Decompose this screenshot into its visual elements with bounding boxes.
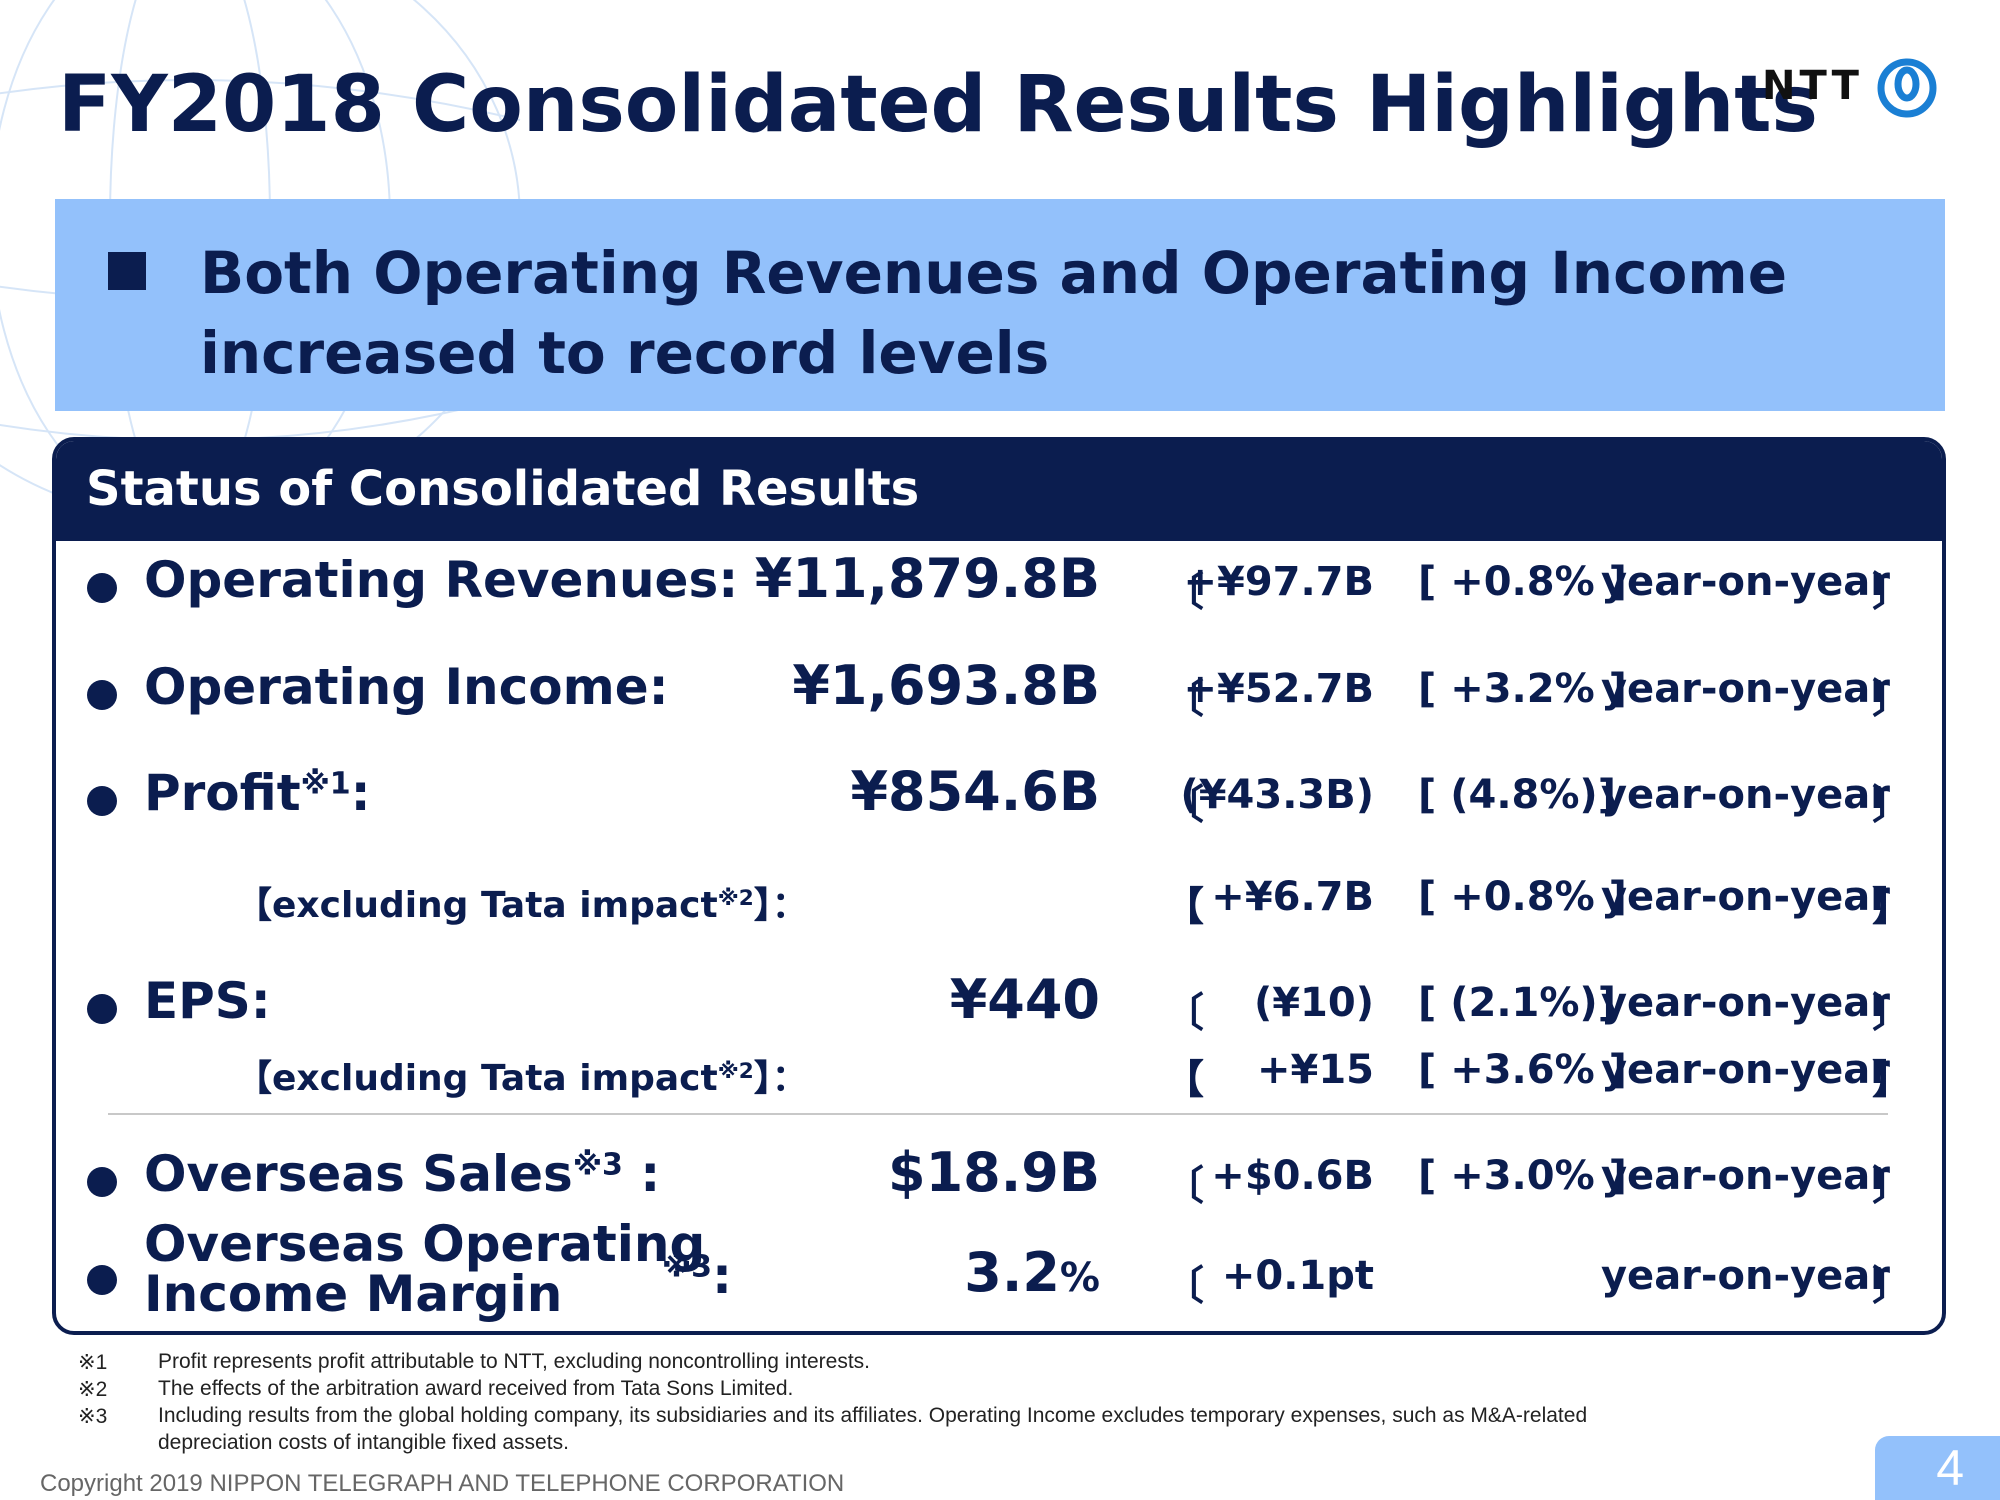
row-yoy: year-on-year: [1600, 1153, 1890, 1199]
row-yoy: year-on-year: [1600, 1253, 1890, 1299]
result-row-overseas-operating-income-margin: Overseas Operating Income Margin ※3: 3.2%…: [56, 1215, 1942, 1323]
result-row-eps-excluding-tata: 【excluding Tata impact※2】： 【 +¥15 [ +3.6…: [56, 1039, 1942, 1109]
logo-text: NTT: [1762, 63, 1863, 109]
footnote: depreciation costs of intangible fixed a…: [158, 1431, 569, 1454]
footnote-mark: ※2: [717, 886, 754, 912]
footnotes: ※1 Profit represents profit attributable …: [78, 1350, 1778, 1458]
row-yoy: year-on-year: [1600, 772, 1890, 818]
row-value: ¥440: [949, 968, 1100, 1031]
banner-text: Both Operating Revenues and Operating In…: [200, 239, 1788, 387]
row-change: (¥43.3B): [1180, 772, 1374, 818]
page-title: FY2018 Consolidated Results Highlights: [58, 60, 1818, 150]
row-label: Overseas Sales※3 :: [144, 1145, 661, 1203]
ntt-logo-mark-icon: [1877, 58, 1937, 118]
banner-square-bullet: [108, 252, 146, 290]
bullet: [87, 786, 117, 816]
result-row-profit-excluding-tata: 【excluding Tata impact※2】： 【 +¥6.7B [ +0…: [56, 866, 1942, 936]
row-percent: [ +0.8% ]: [1418, 559, 1627, 605]
footnote: ※2 The effects of the arbitration award r…: [78, 1377, 794, 1401]
footnote-mark: ※3: [572, 1147, 623, 1183]
row-value: $18.9B: [888, 1141, 1100, 1204]
row-label: EPS:: [144, 972, 271, 1030]
bullet: [87, 573, 117, 603]
row-change: +¥97.7B: [1183, 559, 1374, 605]
row-label: Profit※1:: [144, 764, 371, 822]
close-bracket: 〕: [1872, 1263, 1912, 1309]
open-bracket: 〔: [1164, 990, 1204, 1036]
copyright: Copyright 2019 NIPPON TELEGRAPH AND TELE…: [40, 1470, 845, 1497]
result-row-eps: EPS: ¥440 〔 (¥10) [ (2.1%)] year-on-year…: [56, 968, 1942, 1042]
row-yoy: year-on-year: [1600, 666, 1890, 712]
open-bracket: 〔: [1164, 1263, 1204, 1309]
consolidated-results-panel: Status of Consolidated Results Operating…: [52, 437, 1946, 1335]
row-percent: [ (4.8%)]: [1418, 772, 1616, 818]
row-value: ¥1,693.8B: [792, 654, 1100, 717]
bullet: [87, 680, 117, 710]
row-value: 3.2%: [964, 1241, 1100, 1304]
bullet: [87, 994, 117, 1024]
close-bracket: 】: [1872, 1057, 1912, 1103]
row-change: +0.1pt: [1221, 1253, 1374, 1299]
row-percent: [ +3.6% ]: [1418, 1047, 1627, 1093]
open-bracket: 〔: [1164, 782, 1204, 828]
ntt-logo: NTT: [1762, 52, 1939, 120]
open-bracket: 【: [1164, 1057, 1204, 1103]
row-label: Operating Revenues:: [144, 551, 739, 609]
panel-heading: Status of Consolidated Results: [86, 461, 920, 517]
row-change: (¥10): [1253, 980, 1374, 1026]
close-bracket: 〕: [1872, 1163, 1912, 1209]
row-value: ¥11,879.8B: [754, 547, 1100, 610]
result-row-profit: Profit※1: ¥854.6B 〔 (¥43.3B) [ (4.8%)] y…: [56, 760, 1942, 834]
row-percent: [ +3.0% ]: [1418, 1153, 1627, 1199]
footnote-mark: ※2: [717, 1059, 754, 1085]
open-bracket: 〔: [1164, 676, 1204, 722]
result-row-overseas-sales: Overseas Sales※3 : $18.9B 〔 +$0.6B [ +3.…: [56, 1141, 1942, 1215]
section-divider: [108, 1113, 1888, 1115]
page-number: 4: [1875, 1436, 2000, 1500]
row-yoy: year-on-year: [1600, 1047, 1890, 1093]
footnote-mark: ※1: [300, 766, 351, 802]
row-yoy: year-on-year: [1600, 559, 1890, 605]
open-bracket: 【: [1164, 884, 1204, 930]
close-bracket: 〕: [1872, 782, 1912, 828]
row-percent: [ (2.1%)]: [1418, 980, 1616, 1026]
close-bracket: 〕: [1872, 569, 1912, 615]
panel-header: Status of Consolidated Results: [56, 441, 1942, 541]
row-yoy: year-on-year: [1600, 874, 1890, 920]
row-label-note: ※3:: [662, 1247, 733, 1305]
row-percent: [ +0.8% ]: [1418, 874, 1627, 920]
footnote-mark: ※3: [662, 1249, 713, 1285]
bullet: [87, 1167, 117, 1197]
footnote: ※3 Including results from the global hold…: [78, 1404, 1588, 1428]
row-label: Operating Income:: [144, 658, 669, 716]
open-bracket: 〔: [1164, 569, 1204, 615]
bullet: [87, 1265, 117, 1295]
result-row-operating-income: Operating Income: ¥1,693.8B 〔 +¥52.7B [ …: [56, 654, 1942, 728]
footnote: ※1 Profit represents profit attributable …: [78, 1350, 871, 1374]
row-sublabel: 【excluding Tata impact※2】：: [236, 1058, 808, 1099]
row-change: +$0.6B: [1211, 1153, 1374, 1199]
row-yoy: year-on-year: [1600, 980, 1890, 1026]
row-change: +¥15: [1256, 1047, 1374, 1093]
row-percent: [ +3.2% ]: [1418, 666, 1627, 712]
open-bracket: 〔: [1164, 1163, 1204, 1209]
row-change: +¥52.7B: [1183, 666, 1374, 712]
row-sublabel: 【excluding Tata impact※2】：: [236, 885, 808, 926]
close-bracket: 】: [1872, 884, 1912, 930]
row-value: ¥854.6B: [850, 760, 1100, 823]
close-bracket: 〕: [1872, 676, 1912, 722]
highlight-banner: Both Operating Revenues and Operating In…: [55, 199, 1945, 411]
close-bracket: 〕: [1872, 990, 1912, 1036]
result-row-operating-revenues: Operating Revenues: ¥11,879.8B 〔 +¥97.7B…: [56, 547, 1942, 621]
row-change: +¥6.7B: [1211, 874, 1374, 920]
row-label: Overseas Operating Income Margin: [144, 1215, 706, 1323]
